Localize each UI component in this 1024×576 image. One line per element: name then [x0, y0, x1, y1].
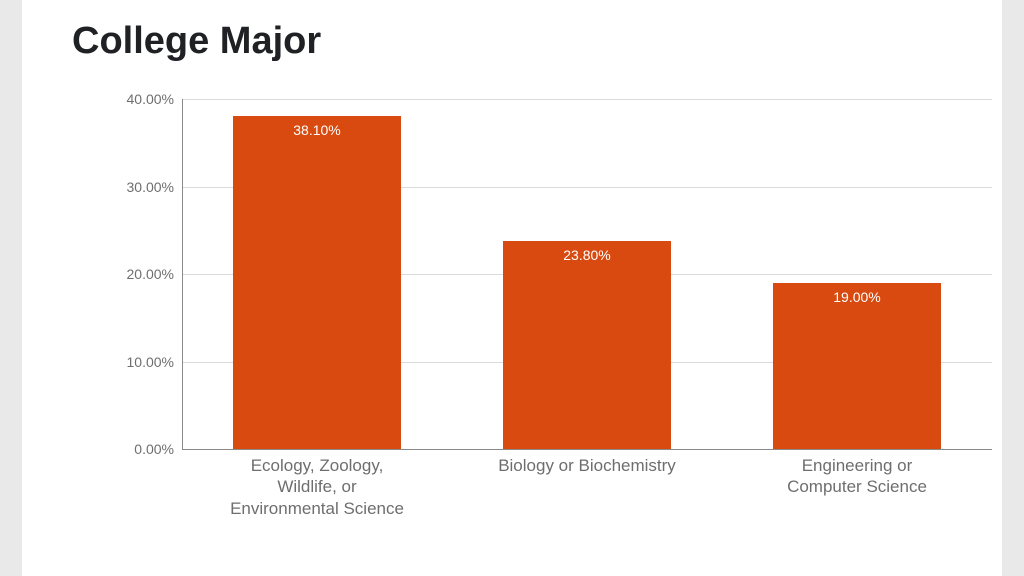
xlabel-engineering-l1: Engineering or	[802, 456, 913, 475]
xlabel-biology: Biology or Biochemistry	[452, 455, 722, 476]
ytick-2: 20.00%	[92, 266, 174, 282]
xlabel-ecology-l2: Wildlife, or	[277, 477, 356, 496]
xlabel-ecology: Ecology, Zoology, Wildlife, or Environme…	[182, 455, 452, 519]
x-axis	[182, 449, 992, 450]
bar-biology: 23.80%	[503, 241, 670, 449]
page-root: College Major 0.00% 10.00% 20.00% 30.00%…	[0, 0, 1024, 576]
ytick-1: 10.00%	[92, 354, 174, 370]
bar-label-biology: 23.80%	[503, 247, 670, 263]
bars-layer: 38.10% 23.80% 19.00%	[182, 99, 992, 449]
ytick-4: 40.00%	[92, 91, 174, 107]
xlabel-ecology-l1: Ecology, Zoology,	[251, 456, 384, 475]
chart-area: 0.00% 10.00% 20.00% 30.00% 40.00% 38.10%	[92, 79, 992, 499]
chart-card: College Major 0.00% 10.00% 20.00% 30.00%…	[22, 0, 1002, 576]
xlabel-ecology-l3: Environmental Science	[230, 499, 404, 518]
ytick-0: 0.00%	[92, 441, 174, 457]
bar-ecology: 38.10%	[233, 116, 400, 449]
xlabel-engineering-l2: Computer Science	[787, 477, 927, 496]
bar-label-ecology: 38.10%	[233, 122, 400, 138]
xlabel-engineering: Engineering or Computer Science	[722, 455, 992, 498]
bar-engineering: 19.00%	[773, 283, 940, 449]
ytick-3: 30.00%	[92, 179, 174, 195]
chart-title: College Major	[72, 20, 972, 63]
xlabel-biology-l1: Biology or Biochemistry	[498, 456, 676, 475]
bar-label-engineering: 19.00%	[773, 289, 940, 305]
